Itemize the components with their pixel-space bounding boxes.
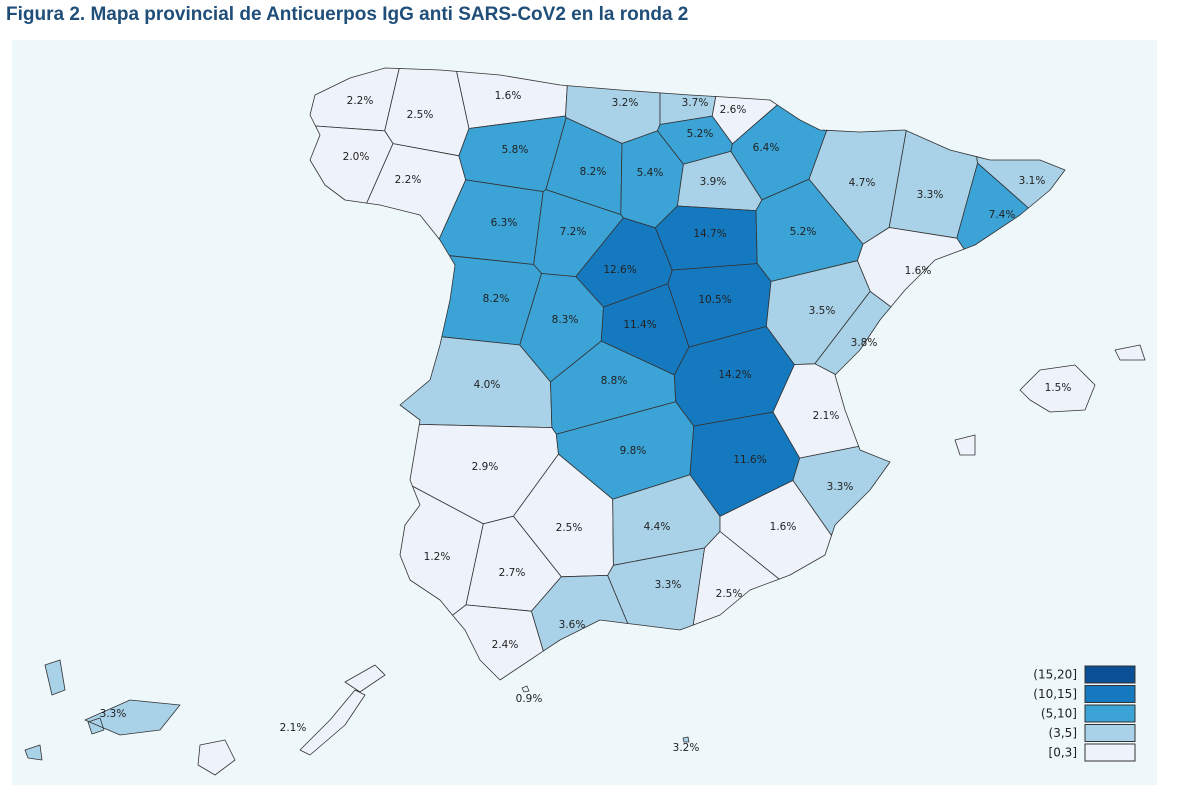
- province-label: 1.6%: [495, 90, 522, 102]
- province-label: 3.3%: [655, 579, 682, 591]
- province-label: 2.5%: [716, 588, 743, 600]
- province-label: 3.3%: [917, 189, 944, 201]
- legend-label: [0,3]: [1049, 746, 1077, 760]
- province: [309, 125, 394, 204]
- province: [682, 736, 690, 743]
- province-label: 2.7%: [499, 567, 526, 579]
- legend-label: (10,15]: [1033, 687, 1077, 701]
- legend-swatch: [1084, 724, 1136, 742]
- province-label: 14.7%: [693, 228, 726, 240]
- province: [692, 531, 780, 626]
- province-label: 2.1%: [280, 722, 307, 734]
- province-label: 2.5%: [556, 522, 583, 534]
- province-label: 2.0%: [343, 151, 370, 163]
- province-label: 3.3%: [100, 708, 127, 720]
- legend-swatch: [1084, 665, 1136, 684]
- figure-title: Figura 2. Mapa provincial de Anticuerpos…: [6, 4, 689, 25]
- province-label: 2.5%: [407, 109, 434, 121]
- province-label: 2.6%: [720, 104, 747, 116]
- province-label: 3.7%: [682, 97, 709, 109]
- province-label: 5.2%: [790, 226, 817, 238]
- province-label: 3.9%: [700, 176, 727, 188]
- province-label: 3.2%: [673, 742, 700, 754]
- province-label: 2.4%: [492, 639, 519, 651]
- legend-label: (15,20]: [1033, 668, 1077, 682]
- province-label: 2.9%: [472, 461, 499, 473]
- province-label: 2.2%: [347, 95, 374, 107]
- province-label: 8.2%: [580, 166, 607, 178]
- province-label: 7.2%: [560, 226, 587, 238]
- province-label: 3.1%: [1019, 175, 1046, 187]
- province-label: 14.2%: [718, 369, 751, 381]
- province-label: 7.4%: [989, 209, 1016, 221]
- province-label: 3.3%: [827, 481, 854, 493]
- province-label: 1.6%: [770, 521, 797, 533]
- legend-label: (3,5]: [1049, 726, 1077, 740]
- legend-swatch: [1084, 743, 1136, 762]
- province-label: 4.7%: [849, 177, 876, 189]
- province: [24, 659, 181, 761]
- province-label: 10.5%: [698, 294, 731, 306]
- province: [521, 685, 530, 693]
- province: [197, 664, 386, 776]
- province-label: 3.6%: [559, 619, 586, 631]
- province-label: 12.6%: [603, 264, 636, 276]
- province: [792, 446, 891, 536]
- province-label: 6.4%: [753, 142, 780, 154]
- province-label: 9.8%: [620, 445, 647, 457]
- province-label: 2.2%: [395, 174, 422, 186]
- province-label: 0.9%: [516, 693, 543, 705]
- legend-swatch: [1084, 704, 1136, 723]
- province-label: 2.1%: [813, 410, 840, 422]
- province-label: 5.8%: [502, 144, 529, 156]
- province-label: 1.2%: [424, 551, 451, 563]
- province: [452, 604, 544, 681]
- province-label: 3.2%: [612, 97, 639, 109]
- province-label: 1.5%: [1045, 382, 1072, 394]
- province-label: 8.3%: [552, 314, 579, 326]
- province-label: 8.8%: [601, 375, 628, 387]
- province-label: 11.4%: [623, 319, 656, 331]
- province-label: 5.2%: [687, 128, 714, 140]
- province-label: 3.5%: [809, 305, 836, 317]
- province-label: 8.2%: [483, 293, 510, 305]
- province-label: 5.4%: [637, 167, 664, 179]
- province-label: 1.6%: [905, 265, 932, 277]
- legend-label: (5,10]: [1041, 707, 1077, 721]
- province-label: 11.6%: [733, 454, 766, 466]
- province: [954, 344, 1146, 456]
- province-label: 4.0%: [474, 379, 501, 391]
- province-label: 4.4%: [644, 521, 671, 533]
- province-label: 3.8%: [851, 337, 878, 349]
- legend-swatch: [1084, 685, 1136, 703]
- province-label: 6.3%: [491, 217, 518, 229]
